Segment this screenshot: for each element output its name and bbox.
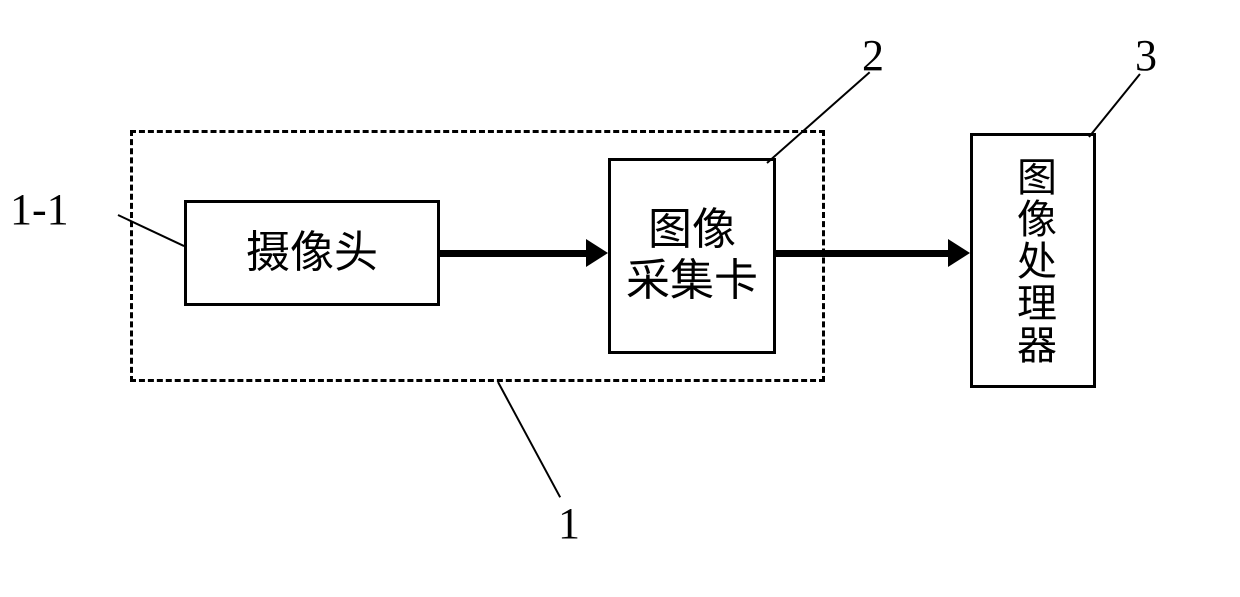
block-diagram: 摄像头 图像 采集卡 图像处理器 1-1 2 3 1 bbox=[0, 0, 1240, 597]
image-processor-node: 图像处理器 bbox=[970, 133, 1096, 388]
arrow-head-icon bbox=[586, 239, 608, 267]
arrow-capture-to-processor bbox=[776, 250, 948, 257]
camera-label: 摄像头 bbox=[246, 228, 378, 279]
capture-card-label: 图像 采集卡 bbox=[626, 205, 758, 306]
capture-card-node: 图像 采集卡 bbox=[608, 158, 776, 354]
ref-label-1-1: 1-1 bbox=[10, 184, 69, 235]
image-processor-label: 图像处理器 bbox=[1010, 156, 1056, 366]
arrow-camera-to-capture bbox=[440, 250, 586, 257]
leader-line bbox=[497, 382, 561, 498]
ref-label-1: 1 bbox=[558, 498, 580, 549]
arrow-head-icon bbox=[948, 239, 970, 267]
leader-line bbox=[1088, 73, 1141, 137]
camera-node: 摄像头 bbox=[184, 200, 440, 306]
